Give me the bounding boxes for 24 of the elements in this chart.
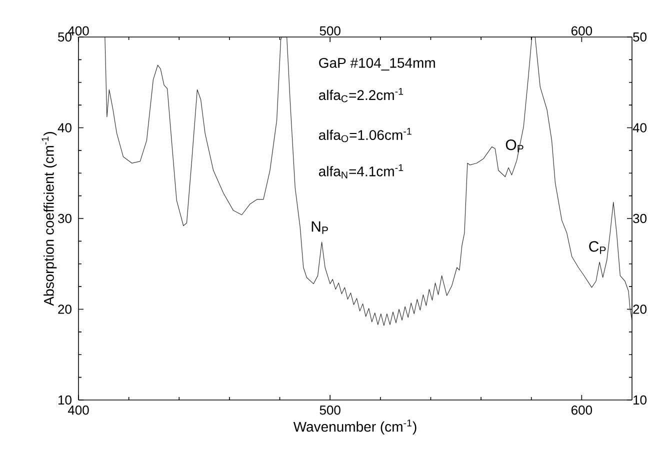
x-tick-label: 500 xyxy=(320,26,340,36)
x-tick-label: 600 xyxy=(572,26,592,36)
y2-tick-label: 20 xyxy=(633,304,646,314)
y2-tick-label: 50 xyxy=(633,32,646,42)
y2-tick-label: 10 xyxy=(634,395,646,405)
y-tick-label: 30 xyxy=(58,214,72,224)
x2-tick-label: 400 xyxy=(68,406,89,415)
line-series xyxy=(104,37,632,326)
annotation: N$_{P}$ xyxy=(312,221,328,234)
y-tick-label: 10 xyxy=(58,395,72,405)
annotation: GaP #104_154mm xyxy=(319,58,435,70)
y2-tick-label: 40 xyxy=(632,123,646,132)
annotation: C$_{P}$ xyxy=(589,241,606,254)
x-axis-title: Wavenumber (cm$^{-1}$) xyxy=(293,420,416,434)
y-tick-label: 20 xyxy=(58,304,72,314)
annotation: alfa$_{O}$=1.06cm$^{-1}$ xyxy=(318,128,412,142)
x2-tick-label: 500 xyxy=(320,406,340,415)
y-axis-title: Absorption coefficient (cm$^{-1}$) xyxy=(42,132,57,306)
y2-tick-label: 30 xyxy=(633,214,646,224)
annotation: alfa$_{C}$=2.2cm$^{-1}$ xyxy=(318,88,404,102)
x2-tick-label: 600 xyxy=(572,406,592,415)
annotation: alfa$_{N}$=4.1cm$^{-1}$ xyxy=(318,164,404,178)
y-tick-label: 40 xyxy=(58,123,72,132)
annotation: O$_{P}$ xyxy=(506,139,524,152)
